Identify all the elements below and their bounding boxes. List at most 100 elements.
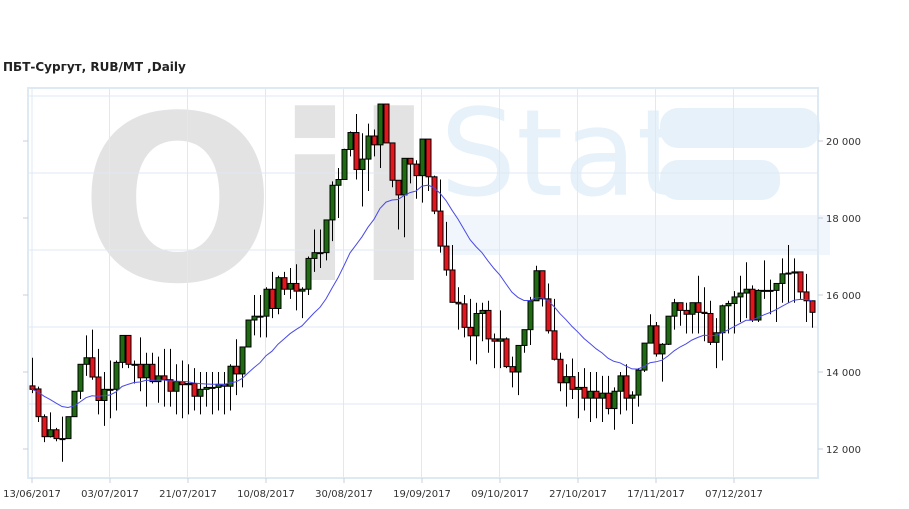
candle — [353, 114, 360, 180]
candle-body — [83, 357, 90, 365]
candle-body — [659, 343, 666, 355]
candle — [407, 157, 414, 184]
candle — [269, 271, 276, 319]
candle — [185, 364, 192, 415]
candle — [617, 372, 624, 415]
x-tick-label: 27/10/2017 — [549, 489, 607, 500]
candle-body — [179, 381, 186, 386]
candle-body — [293, 282, 300, 292]
candle-body — [449, 269, 456, 303]
candle — [509, 356, 516, 388]
candle-body — [275, 277, 282, 309]
candle-body — [233, 365, 240, 375]
candle-body — [545, 298, 552, 332]
moving-average-line — [31, 184, 813, 409]
candle-body — [155, 375, 162, 383]
candle-body — [299, 288, 306, 292]
candle — [563, 364, 570, 407]
candle — [677, 302, 684, 326]
candle-body — [635, 369, 642, 396]
candle-body — [641, 342, 648, 371]
candle — [341, 148, 348, 181]
candle — [89, 329, 96, 380]
candle-body — [773, 282, 780, 291]
candle-body — [311, 252, 318, 259]
candle-body — [395, 179, 402, 196]
candle — [467, 298, 474, 361]
candle-body — [485, 309, 492, 340]
candle — [761, 260, 768, 299]
candle-body — [461, 303, 468, 328]
candle — [665, 315, 672, 346]
candle — [329, 181, 336, 242]
candle — [125, 334, 132, 369]
candle — [281, 271, 288, 295]
candle — [569, 358, 576, 399]
candle — [653, 321, 660, 357]
candle — [395, 179, 402, 230]
candle — [539, 270, 546, 307]
candle — [287, 268, 294, 299]
candle-body — [419, 138, 426, 177]
candle — [143, 352, 150, 407]
candle — [377, 103, 384, 168]
candle — [773, 282, 780, 322]
candle — [149, 352, 156, 384]
candle — [605, 375, 612, 415]
candle — [161, 348, 168, 407]
x-tick-label: 03/07/2017 — [81, 489, 139, 500]
candle — [623, 364, 630, 411]
candle-body — [65, 416, 72, 440]
candle-body — [803, 291, 810, 302]
candle-body — [467, 326, 474, 337]
candle-body — [581, 386, 588, 399]
candle-body — [197, 388, 204, 397]
candle-body — [497, 338, 504, 342]
candle-body — [743, 288, 750, 294]
candle-body — [407, 157, 414, 165]
grid — [28, 88, 818, 478]
candle — [215, 372, 222, 411]
candle-body — [29, 385, 36, 390]
candle — [29, 357, 36, 394]
candle-body — [629, 394, 636, 399]
candle-body — [473, 312, 480, 337]
candle-body — [521, 329, 528, 346]
candle — [713, 318, 720, 369]
x-tick-label: 10/08/2017 — [237, 489, 295, 500]
candle — [197, 372, 204, 415]
candle — [635, 368, 642, 407]
candles — [29, 103, 816, 462]
candle-body — [365, 135, 372, 160]
candle-body — [767, 289, 774, 292]
candle — [629, 391, 636, 424]
candle — [101, 372, 108, 426]
candle-body — [317, 252, 324, 255]
candle — [203, 372, 210, 407]
candle-body — [125, 334, 132, 365]
candle-body — [431, 176, 438, 212]
candle-body — [707, 312, 714, 343]
candle — [245, 319, 252, 348]
candle — [107, 360, 114, 419]
candle — [317, 229, 324, 269]
candle-body — [719, 305, 726, 334]
candle — [671, 298, 678, 330]
candle — [695, 275, 702, 334]
candle-body — [593, 390, 600, 399]
candle — [53, 427, 60, 442]
candle-body — [137, 363, 144, 379]
candle — [689, 302, 696, 334]
candle — [413, 160, 420, 199]
candle — [233, 339, 240, 396]
candle-body — [599, 392, 606, 399]
candle — [779, 258, 786, 303]
candle-body — [539, 270, 546, 300]
candle — [485, 300, 492, 353]
candle-body — [491, 338, 498, 342]
candle — [59, 416, 66, 462]
candle — [737, 275, 744, 322]
candle-body — [755, 289, 762, 321]
candle-body — [413, 163, 420, 177]
svg-text:Oil: Oil — [80, 68, 433, 335]
